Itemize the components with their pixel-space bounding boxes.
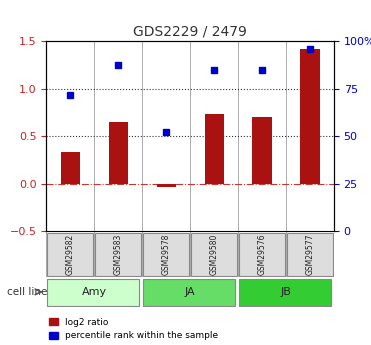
Bar [109, 122, 128, 184]
FancyBboxPatch shape [47, 278, 139, 306]
FancyBboxPatch shape [239, 233, 285, 276]
Text: GSM29578: GSM29578 [162, 233, 171, 275]
Legend: log2 ratio, percentile rank within the sample: log2 ratio, percentile rank within the s… [49, 318, 219, 341]
FancyBboxPatch shape [191, 233, 237, 276]
Text: GSM29576: GSM29576 [257, 233, 266, 275]
Bar [204, 115, 224, 184]
Bar [301, 49, 319, 184]
Bar [61, 152, 80, 184]
Title: GDS2229 / 2479: GDS2229 / 2479 [133, 25, 247, 39]
FancyBboxPatch shape [287, 233, 333, 276]
FancyBboxPatch shape [239, 278, 331, 306]
FancyBboxPatch shape [95, 233, 141, 276]
Text: GSM29582: GSM29582 [66, 233, 75, 275]
Text: GSM29577: GSM29577 [305, 233, 315, 275]
FancyBboxPatch shape [143, 278, 235, 306]
Text: JB: JB [280, 287, 291, 297]
FancyBboxPatch shape [47, 233, 93, 276]
FancyBboxPatch shape [143, 233, 189, 276]
Text: Amy: Amy [82, 287, 107, 297]
Text: GSM29583: GSM29583 [114, 233, 123, 275]
Bar [252, 117, 272, 184]
Text: JA: JA [185, 287, 196, 297]
Bar [157, 184, 176, 187]
Text: cell line: cell line [7, 287, 47, 297]
Text: GSM29580: GSM29580 [210, 233, 219, 275]
